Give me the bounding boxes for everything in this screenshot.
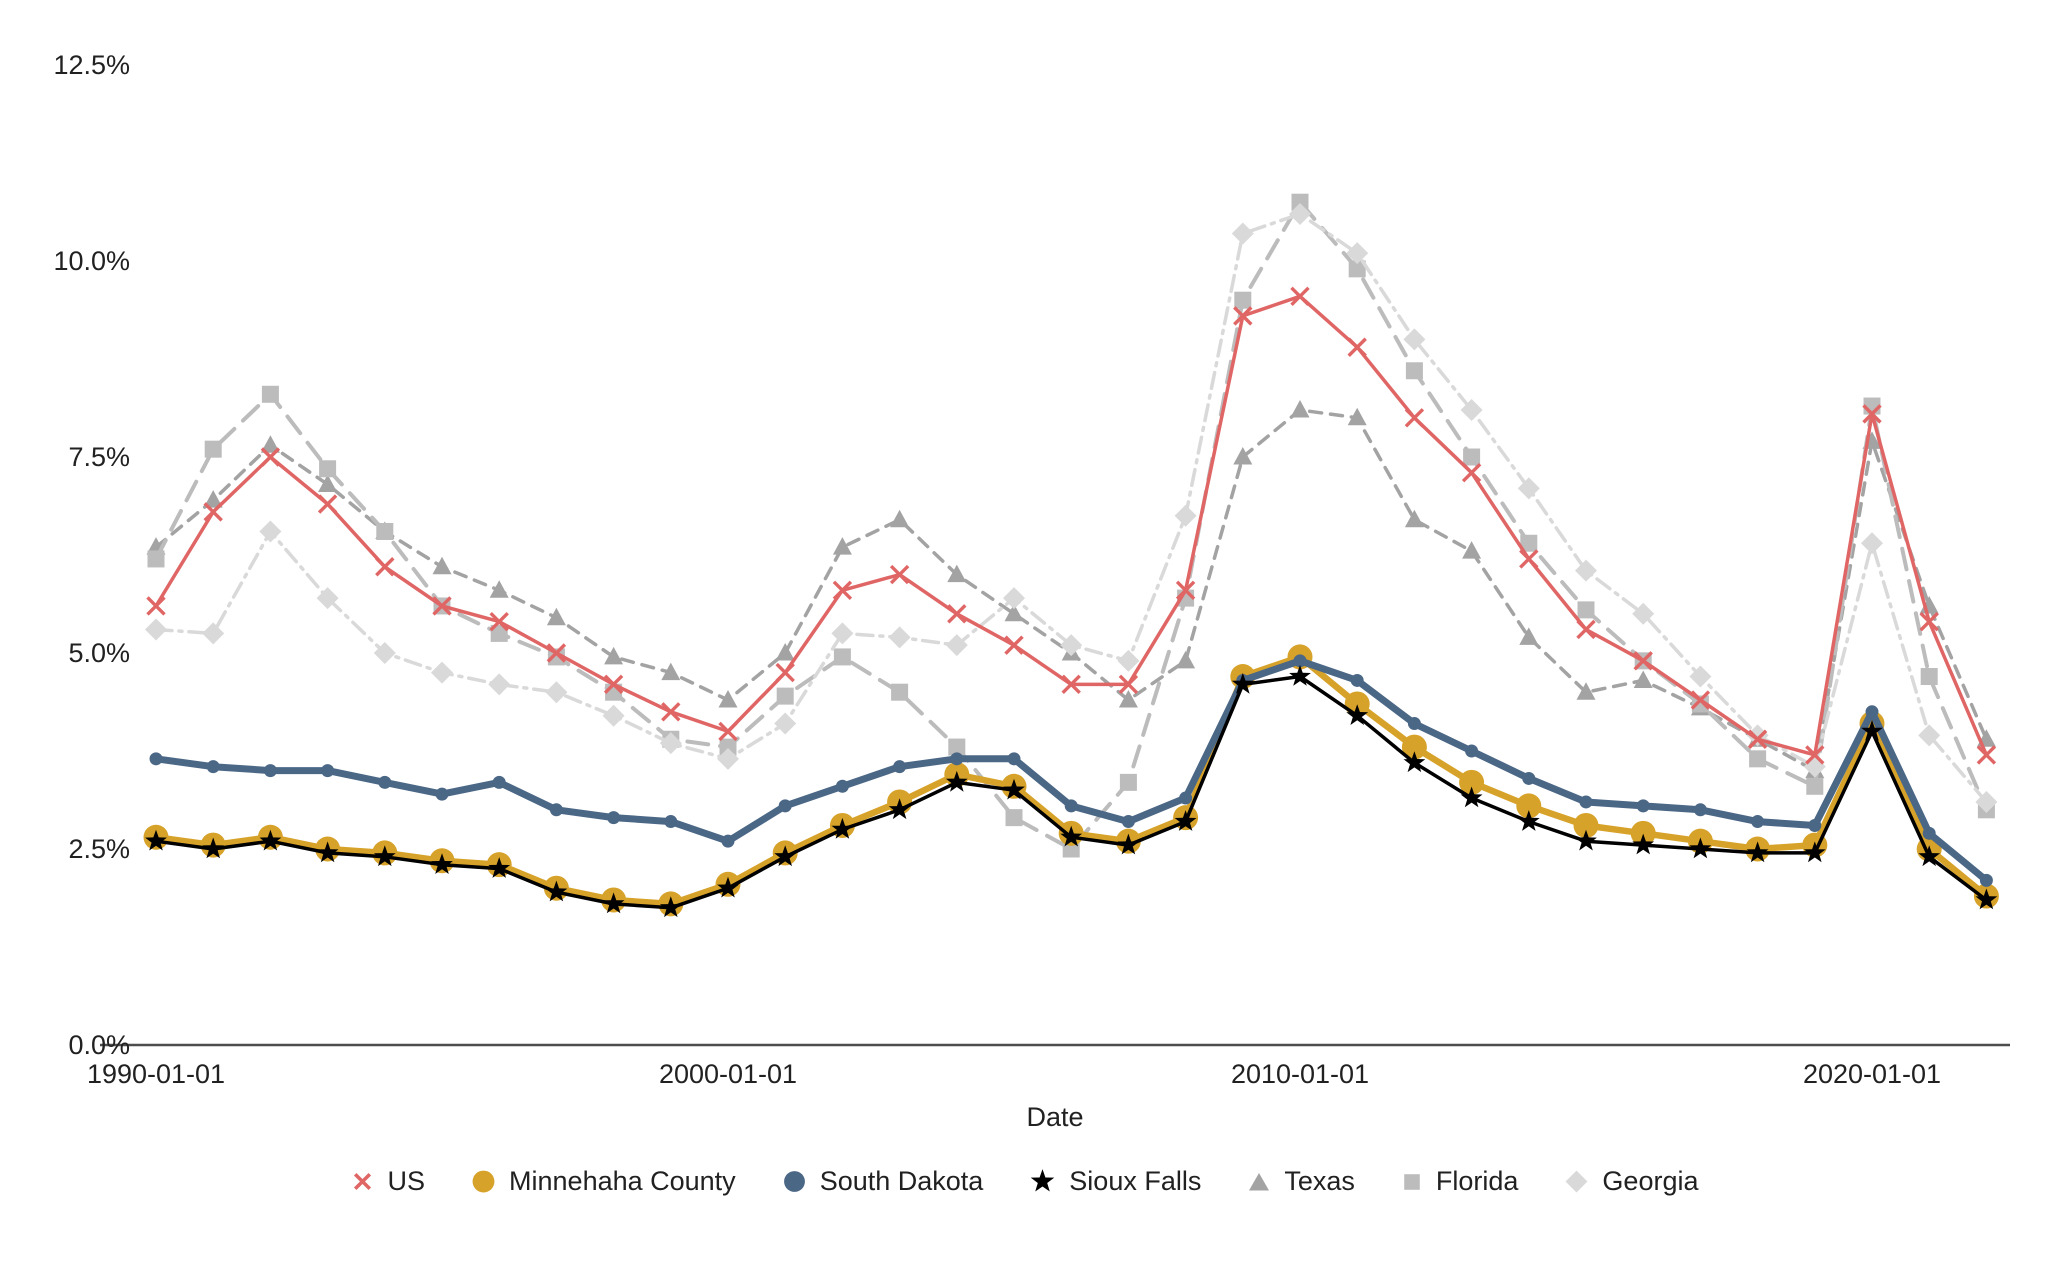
legend-item-us[interactable]: US [350, 1166, 426, 1197]
x-axis-title: Date [1026, 1102, 1084, 1132]
y-axis-tick-label: 12.5% [53, 50, 130, 80]
us-x-marker-icon [353, 1172, 371, 1191]
y-axis-tick-label: 0.0% [68, 1030, 130, 1060]
y-axis-tick-label: 5.0% [68, 638, 130, 668]
georgia-diamond-marker-icon [1565, 1170, 1588, 1193]
legend-item-texas[interactable]: Texas [1247, 1166, 1355, 1197]
minnehaha-circle-marker-icon [472, 1170, 495, 1193]
legend-label-minnehaha-county: Minnehaha County [509, 1166, 736, 1196]
series-sioux-falls [145, 665, 1998, 918]
legend-label-south-dakota: South Dakota [819, 1166, 984, 1196]
legend-label-florida: Florida [1435, 1166, 1519, 1196]
legend-label-texas: Texas [1284, 1166, 1355, 1196]
legend-item-georgia[interactable]: Georgia [1564, 1166, 1698, 1197]
legend-item-florida[interactable]: Florida [1401, 1166, 1519, 1197]
florida-square-marker-icon [1404, 1173, 1420, 1190]
series-georgia [145, 202, 1998, 813]
legend-label-us: US [387, 1166, 426, 1196]
y-axis-tick-label: 2.5% [68, 834, 130, 864]
series-us [146, 286, 1997, 765]
series-south-dakota [149, 654, 1993, 887]
legend-item-minnehaha-county[interactable]: Minnehaha County [471, 1166, 736, 1197]
x-axis-tick-label: 2000-01-01 [658, 1059, 798, 1089]
legend-label-sioux-falls: Sioux Falls [1069, 1166, 1202, 1196]
legend-item-south-dakota[interactable]: South Dakota [782, 1166, 984, 1197]
x-axis-tick-label: 2010-01-01 [1230, 1059, 1370, 1089]
south-dakota-circle-marker-icon [783, 1171, 805, 1192]
series-florida [147, 193, 1995, 858]
series-texas [146, 399, 1996, 779]
x-axis-tick-label: 1990-01-01 [86, 1059, 226, 1089]
legend-item-sioux-falls[interactable]: Sioux Falls [1029, 1166, 1201, 1197]
y-axis-tick-label: 7.5% [68, 442, 130, 472]
sioux-falls-star-marker-icon [1031, 1169, 1055, 1192]
chart-legend: US Minnehaha County South Dakota Sioux F… [0, 1166, 2048, 1197]
x-axis-tick-label: 2020-01-01 [1802, 1059, 1942, 1089]
y-axis-tick-label: 10.0% [53, 246, 130, 276]
texas-triangle-marker-icon [1249, 1172, 1270, 1190]
legend-label-georgia: Georgia [1602, 1166, 1699, 1196]
